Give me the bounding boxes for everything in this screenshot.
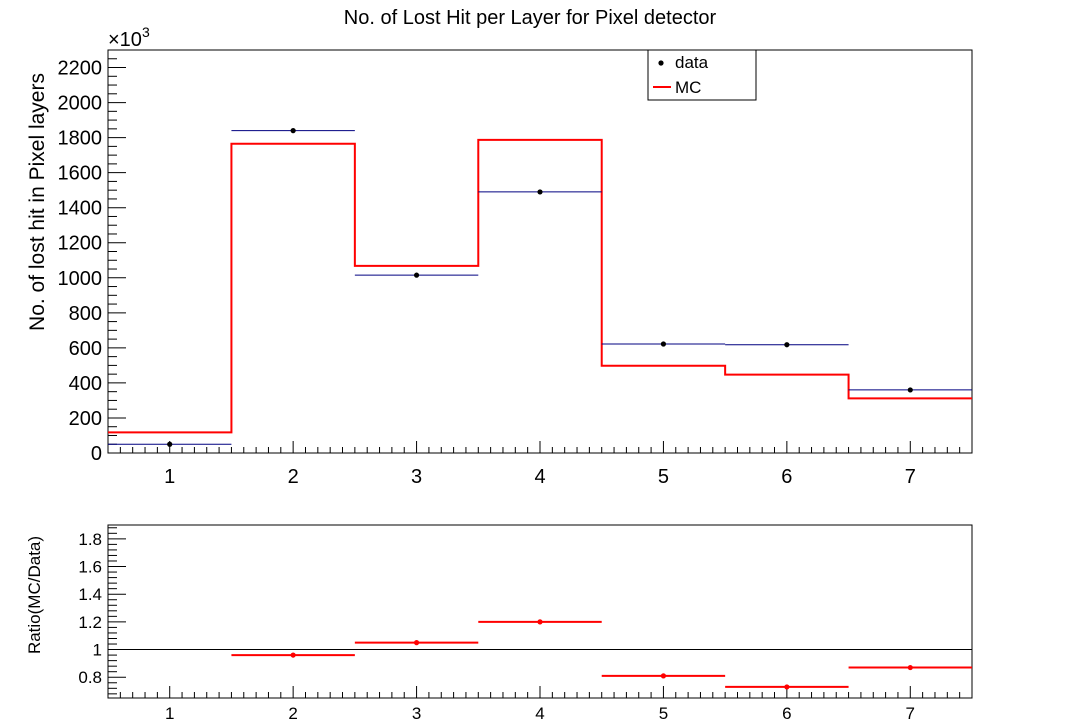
bottom-x-tick-label: 7 bbox=[906, 704, 915, 720]
bottom-x-tick-label: 4 bbox=[535, 704, 544, 720]
ratio-point bbox=[784, 684, 790, 690]
bottom-y-tick-label: 1.2 bbox=[78, 613, 102, 632]
bottom-y-axis-title: Ratio(MC/Data) bbox=[25, 536, 44, 654]
legend-label-data: data bbox=[675, 53, 709, 72]
bottom-x-tick-label: 1 bbox=[165, 704, 174, 720]
bottom-y-tick-label: 1.4 bbox=[78, 585, 102, 604]
ratio-point bbox=[537, 619, 543, 625]
data-point bbox=[784, 342, 790, 348]
top-y-tick-label: 2200 bbox=[58, 58, 103, 80]
y-multiplier: ×103 bbox=[108, 24, 150, 51]
data-point bbox=[290, 128, 296, 134]
top-x-tick-label: 1 bbox=[164, 466, 175, 488]
top-y-tick-label: 1000 bbox=[58, 268, 103, 290]
bottom-x-tick-label: 5 bbox=[659, 704, 668, 720]
ratio-point bbox=[660, 673, 667, 679]
ratio-point bbox=[413, 640, 420, 646]
data-point bbox=[167, 441, 173, 447]
ratio-point bbox=[907, 664, 913, 671]
top-x-tick-label: 2 bbox=[288, 466, 299, 488]
bottom-x-tick-label: 3 bbox=[412, 704, 421, 720]
top-x-tick-label: 6 bbox=[781, 466, 792, 488]
data-point bbox=[660, 341, 667, 347]
top-y-tick-label: 1400 bbox=[58, 198, 103, 220]
top-y-tick-label: 1800 bbox=[58, 128, 103, 150]
top-x-tick-label: 4 bbox=[534, 466, 545, 488]
legend-box bbox=[647, 49, 757, 101]
top-y-axis-title: No. of lost hit in Pixel layers bbox=[26, 73, 49, 331]
legend: data MC bbox=[647, 49, 757, 101]
top-x-tick-label: 3 bbox=[411, 466, 422, 488]
top-y-tick-label: 400 bbox=[69, 373, 102, 395]
bottom-y-tick-label: 1.6 bbox=[78, 558, 102, 577]
top-y-tick-label: 0 bbox=[91, 443, 102, 465]
top-x-tick-label: 5 bbox=[658, 466, 669, 488]
top-y-tick-label: 600 bbox=[69, 338, 102, 360]
legend-data-marker bbox=[658, 60, 664, 66]
top-y-tick-label: 800 bbox=[69, 303, 102, 325]
data-point bbox=[537, 189, 543, 195]
mc-step-histogram bbox=[108, 138, 972, 434]
bottom-y-tick-label: 1.8 bbox=[78, 530, 102, 549]
data-point bbox=[413, 272, 420, 278]
top-y-tick-label: 200 bbox=[69, 408, 102, 430]
main-title: No. of Lost Hit per Layer for Pixel dete… bbox=[344, 7, 717, 29]
bottom-y-tick-label: 1 bbox=[93, 641, 102, 660]
top-y-tick-label: 1600 bbox=[58, 163, 103, 185]
bottom-x-tick-label: 2 bbox=[288, 704, 297, 720]
chart-marks: 0200400600800100012001400160018002000220… bbox=[58, 49, 973, 723]
bottom-x-tick-label: 6 bbox=[782, 704, 791, 720]
top-y-tick-label: 1200 bbox=[58, 233, 103, 255]
top-x-tick-label: 7 bbox=[905, 466, 916, 488]
bottom-y-tick-label: 0.8 bbox=[78, 668, 102, 687]
data-point bbox=[907, 387, 913, 393]
ratio-point bbox=[290, 652, 296, 658]
legend-label-mc: MC bbox=[675, 78, 701, 97]
top-y-tick-label: 2000 bbox=[58, 93, 103, 115]
